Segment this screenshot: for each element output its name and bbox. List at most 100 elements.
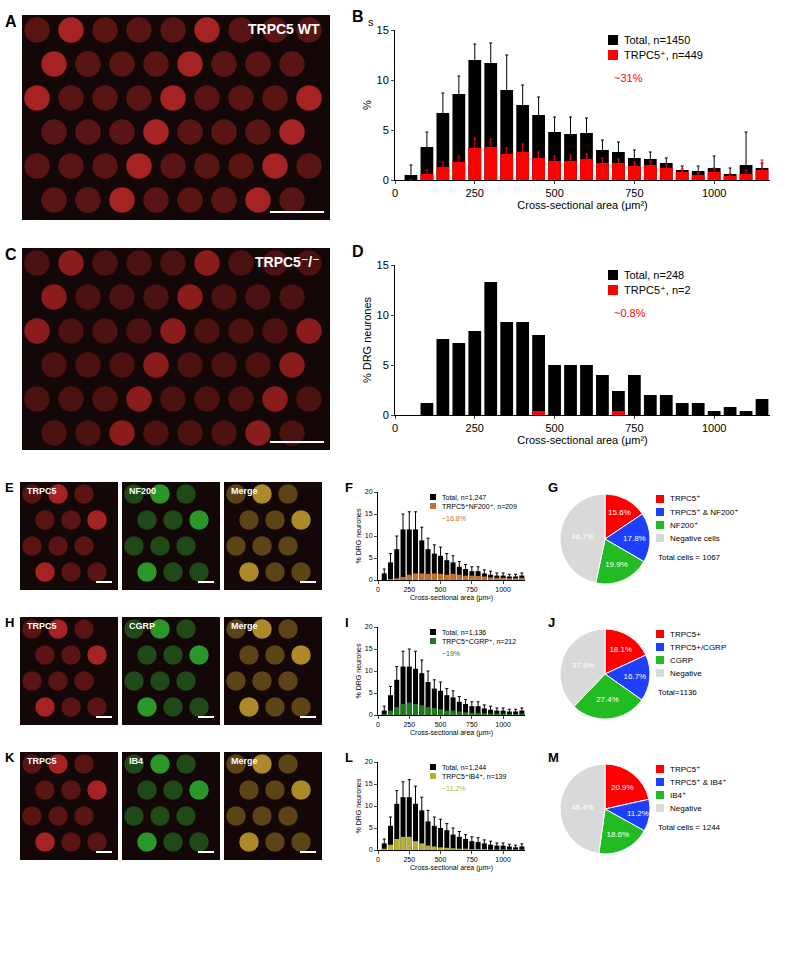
svg-text:46.7%: 46.7% (571, 532, 594, 541)
svg-text:Total, n=1,244: Total, n=1,244 (442, 764, 486, 771)
svg-text:750: 750 (625, 187, 643, 199)
svg-text:A: A (5, 13, 17, 30)
svg-text:H: H (5, 615, 14, 630)
svg-text:5: 5 (369, 824, 373, 831)
svg-text:0: 0 (369, 711, 373, 718)
svg-text:250: 250 (466, 187, 484, 199)
svg-text:15: 15 (365, 645, 373, 652)
svg-text:B: B (352, 8, 364, 25)
svg-text:0: 0 (392, 187, 398, 199)
svg-text:Negative: Negative (670, 669, 702, 678)
svg-text:% DRG neurones: % DRG neurones (361, 296, 373, 383)
svg-text:20: 20 (365, 488, 373, 495)
svg-text:s: s (368, 16, 374, 28)
svg-text:18.1%: 18.1% (609, 645, 632, 654)
svg-text:Total, n=1,247: Total, n=1,247 (442, 494, 486, 501)
svg-text:TRPC5⁺CGRP⁺, n=212: TRPC5⁺CGRP⁺, n=212 (442, 638, 516, 645)
svg-text:TRPC5⁺: TRPC5⁺ (670, 494, 700, 503)
svg-text:TRPC5⁻/⁻: TRPC5⁻/⁻ (255, 254, 320, 270)
svg-text:Total cells = 1067: Total cells = 1067 (658, 553, 721, 562)
svg-text:15: 15 (377, 24, 389, 36)
svg-text:% DRG neurones: % DRG neurones (355, 778, 362, 833)
svg-text:IB4⁺: IB4⁺ (670, 791, 686, 800)
svg-text:10: 10 (377, 309, 389, 321)
svg-text:Merge: Merge (231, 486, 258, 496)
svg-text:16.7%: 16.7% (624, 672, 647, 681)
svg-text:M: M (548, 750, 559, 765)
svg-text:TRPC5⁺NF200⁺, n=209: TRPC5⁺NF200⁺, n=209 (442, 503, 517, 510)
svg-text:250: 250 (403, 856, 415, 863)
svg-text:750: 750 (466, 856, 478, 863)
svg-text:IB4: IB4 (129, 756, 143, 766)
svg-text:20: 20 (365, 623, 373, 630)
svg-text:D: D (352, 243, 364, 260)
svg-text:Cross-sectional area (μm²): Cross-sectional area (μm²) (410, 729, 493, 737)
svg-text:15: 15 (365, 780, 373, 787)
svg-text:~31%: ~31% (614, 72, 643, 84)
svg-text:Cross-sectional area (μm²): Cross-sectional area (μm²) (517, 199, 647, 211)
svg-text:Total, n=1,136: Total, n=1,136 (442, 629, 486, 636)
svg-text:18.6%: 18.6% (606, 830, 629, 839)
svg-text:E: E (5, 480, 14, 495)
svg-text:CGRP: CGRP (670, 656, 693, 665)
svg-text:Total, n=248: Total, n=248 (624, 269, 684, 281)
svg-text:5: 5 (383, 359, 389, 371)
svg-text:TRPC5⁺ & NF200⁺: TRPC5⁺ & NF200⁺ (670, 508, 738, 517)
svg-text:Merge: Merge (231, 756, 258, 766)
svg-text:1000: 1000 (495, 856, 511, 863)
svg-text:CGRP: CGRP (129, 621, 155, 631)
svg-text:20: 20 (365, 758, 373, 765)
svg-text:C: C (5, 246, 17, 263)
svg-text:TRPC5: TRPC5 (27, 621, 57, 631)
svg-text:500: 500 (435, 721, 447, 728)
svg-text:0: 0 (369, 846, 373, 853)
svg-text:Total, n=1450: Total, n=1450 (624, 34, 690, 46)
svg-text:~0.8%: ~0.8% (614, 307, 646, 319)
svg-text:TRPC5⁺, n=449: TRPC5⁺, n=449 (624, 49, 703, 61)
svg-text:TRPC5 WT: TRPC5 WT (248, 21, 320, 37)
svg-text:0: 0 (376, 721, 380, 728)
svg-text:TRPC5⁺ & IB4⁺: TRPC5⁺ & IB4⁺ (670, 778, 726, 787)
svg-text:NF200⁺: NF200⁺ (670, 521, 698, 530)
svg-text:% DRG neurones: % DRG neurones (355, 508, 362, 563)
svg-text:0: 0 (392, 422, 398, 434)
svg-text:250: 250 (466, 422, 484, 434)
svg-text:0: 0 (383, 174, 389, 186)
svg-text:0: 0 (369, 576, 373, 583)
svg-text:TRPC5: TRPC5 (27, 756, 57, 766)
svg-text:~16.8%: ~16.8% (442, 515, 466, 522)
svg-text:750: 750 (625, 422, 643, 434)
svg-text:15: 15 (377, 259, 389, 271)
svg-text:19.9%: 19.9% (605, 560, 628, 569)
svg-text:~19%: ~19% (442, 650, 460, 657)
svg-text:I: I (345, 615, 349, 630)
svg-text:500: 500 (435, 856, 447, 863)
svg-text:750: 750 (466, 586, 478, 593)
svg-text:L: L (345, 750, 353, 765)
svg-text:0: 0 (376, 856, 380, 863)
svg-text:G: G (548, 480, 558, 495)
svg-text:1000: 1000 (495, 586, 511, 593)
svg-text:1000: 1000 (495, 721, 511, 728)
svg-text:15: 15 (365, 510, 373, 517)
svg-text:1000: 1000 (702, 187, 726, 199)
svg-text:500: 500 (435, 586, 447, 593)
svg-text:15.6%: 15.6% (608, 508, 631, 517)
svg-text:0: 0 (376, 586, 380, 593)
svg-text:K: K (5, 750, 15, 765)
svg-text:1000: 1000 (702, 422, 726, 434)
svg-text:5: 5 (369, 689, 373, 696)
svg-text:750: 750 (466, 721, 478, 728)
svg-text:J: J (548, 615, 555, 630)
svg-text:TRPC5+/CGRP: TRPC5+/CGRP (670, 643, 726, 652)
svg-text:% DRG neurones: % DRG neurones (355, 643, 362, 698)
svg-text:250: 250 (403, 721, 415, 728)
svg-text:10: 10 (365, 802, 373, 809)
svg-text:Merge: Merge (231, 621, 258, 631)
svg-text:0: 0 (383, 409, 389, 421)
svg-text:17.8%: 17.8% (623, 534, 646, 543)
svg-text:F: F (345, 480, 353, 495)
svg-text:5: 5 (369, 554, 373, 561)
svg-text:%: % (361, 100, 373, 110)
svg-text:5: 5 (383, 124, 389, 136)
